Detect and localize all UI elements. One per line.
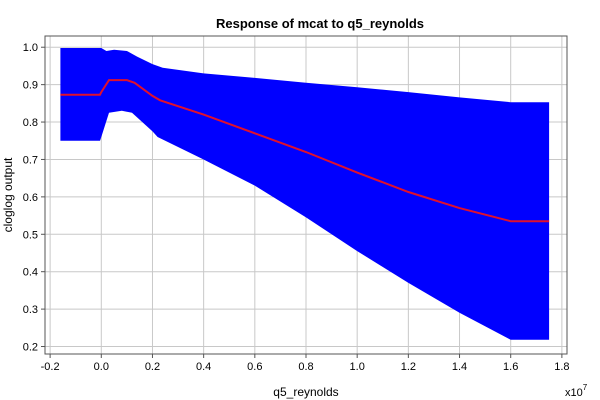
x-tick-label: 0.4	[196, 361, 211, 373]
confidence-band	[60, 48, 550, 340]
x-tick-label: -0.2	[41, 361, 60, 373]
y-tick-label: 0.3	[23, 304, 38, 316]
y-tick-label: 0.2	[23, 342, 38, 354]
chart-title: Response of mcat to q5_reynolds	[216, 16, 424, 31]
y-tick-label: 0.5	[23, 229, 38, 241]
y-tick-label: 0.7	[23, 154, 38, 166]
x-tick-label: 0.8	[298, 361, 313, 373]
x-axis-exponent-base: x10	[565, 387, 583, 399]
x-tick-label: 0.2	[145, 361, 160, 373]
ticks: -0.2 0.0 0.2 0.4 0.6 0.8 1.0 1.2 1.4 1.6 1.8 0.2 0.3…	[23, 42, 570, 373]
y-axis-title: cloglog output	[1, 157, 15, 232]
mean-response-line	[60, 79, 550, 223]
y-tick-label: 0.6	[23, 192, 38, 204]
x-axis-title: q5_reynolds	[273, 385, 338, 399]
x-axis-exponent-label: x107	[565, 383, 588, 399]
plot-data	[60, 48, 550, 340]
y-tick-label: 0.9	[23, 80, 38, 92]
x-tick-label: 1.0	[350, 361, 365, 373]
y-tick-label: 0.4	[23, 267, 38, 279]
y-tick-label: 1.0	[23, 42, 38, 54]
y-tick-label: 0.8	[23, 117, 38, 129]
x-tick-label: 1.2	[401, 361, 416, 373]
x-axis-exponent-power: 7	[583, 383, 588, 392]
x-tick-label: 1.4	[452, 361, 467, 373]
x-tick-label: 1.8	[554, 361, 569, 373]
x-tick-label: 0.0	[94, 361, 109, 373]
x-tick-label: 0.6	[247, 361, 262, 373]
x-tick-label: 1.6	[503, 361, 518, 373]
